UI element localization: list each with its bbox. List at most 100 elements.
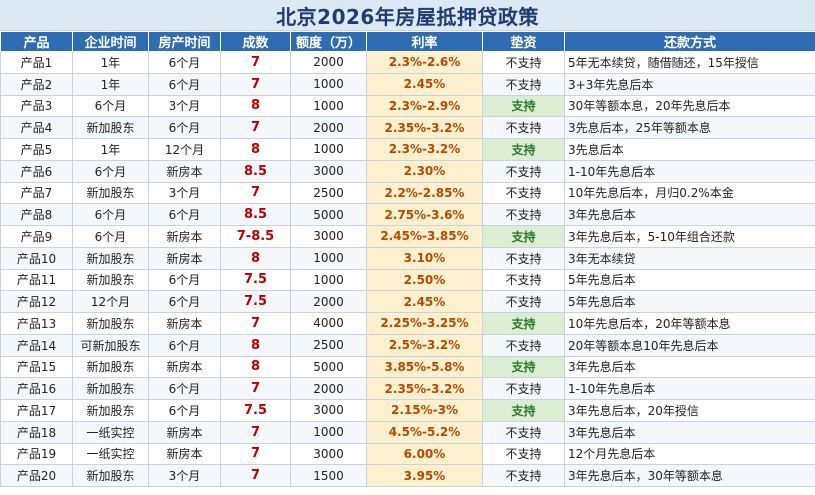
cell-ratio[interactable]: 7.5 <box>220 268 291 292</box>
table-row[interactable]: 产品6 6个月 新房本 8.5 3000 2.30% 不支持 1-10年先息后本 <box>0 159 815 183</box>
table-row[interactable]: 产品3 6个月 3个月 8 1000 2.3%-2.9% 支持 30年等额本息，20年先息后本 <box>0 94 815 118</box>
cell-repayment[interactable]: 3先息后本 <box>564 138 815 161</box>
cell-company-time[interactable]: 一纸实控 <box>72 420 149 444</box>
cell-ratio[interactable]: 8 <box>220 246 291 270</box>
table-row[interactable]: 产品14 可新加股东 6个月 8 2500 2.5%-3.2% 不支持 20年等额本息10年先… <box>0 333 815 357</box>
table-row[interactable]: 产品4 新加股东 6个月 7 2000 2.35%-3.2% 不支持 3先息后本，25年等额本… <box>0 116 815 139</box>
cell-company-time[interactable]: 新加股东 <box>72 464 149 487</box>
header-amount[interactable]: 额度（万） <box>290 31 367 52</box>
cell-property-time[interactable]: 新房本 <box>148 420 221 444</box>
cell-advance[interactable]: 不支持 <box>482 333 565 357</box>
cell-property-time[interactable]: 6个月 <box>148 333 221 357</box>
cell-amount[interactable]: 2000 <box>290 290 367 313</box>
cell-interest[interactable]: 2.45%-3.85% <box>366 225 483 248</box>
cell-ratio[interactable]: 7 <box>220 72 291 96</box>
cell-amount[interactable]: 1000 <box>290 246 367 270</box>
cell-ratio[interactable]: 7-8.5 <box>220 225 291 248</box>
cell-ratio[interactable]: 7.5 <box>220 290 291 313</box>
cell-repayment[interactable]: 5年先息后本 <box>564 268 815 292</box>
cell-advance[interactable]: 不支持 <box>482 290 565 313</box>
cell-company-time[interactable]: 新加股东 <box>72 399 149 422</box>
cell-ratio[interactable]: 7 <box>220 116 291 139</box>
cell-product[interactable]: 产品7 <box>0 181 73 205</box>
cell-product[interactable]: 产品6 <box>0 159 73 183</box>
cell-interest[interactable]: 2.30% <box>366 159 483 183</box>
table-row[interactable]: 产品11 新加股东 6个月 7.5 1000 2.50% 不支持 5年先息后本 <box>0 268 815 292</box>
cell-amount[interactable]: 3000 <box>290 159 367 183</box>
cell-repayment[interactable]: 12个月先息后本 <box>564 442 815 466</box>
cell-interest[interactable]: 2.75%-3.6% <box>366 203 483 226</box>
cell-ratio[interactable]: 7 <box>220 51 291 74</box>
cell-repayment[interactable]: 5年先息后本 <box>564 290 815 313</box>
cell-advance[interactable]: 不支持 <box>482 246 565 270</box>
cell-company-time[interactable]: 6个月 <box>72 159 149 183</box>
cell-property-time[interactable]: 6个月 <box>148 290 221 313</box>
cell-company-time[interactable]: 1年 <box>72 51 149 74</box>
cell-advance[interactable]: 支持 <box>482 355 565 379</box>
cell-ratio[interactable]: 7 <box>220 464 291 487</box>
table-row[interactable]: 产品16 新加股东 6个月 7 2000 2.35%-3.2% 不支持 1-10年先息后本 <box>0 377 815 400</box>
cell-property-time[interactable]: 6个月 <box>148 203 221 226</box>
cell-product[interactable]: 产品13 <box>0 312 73 335</box>
cell-property-time[interactable]: 6个月 <box>148 72 221 96</box>
cell-property-time[interactable]: 新房本 <box>148 246 221 270</box>
cell-ratio[interactable]: 8 <box>220 355 291 379</box>
cell-repayment[interactable]: 3先息后本，25年等额本息 <box>564 116 815 139</box>
cell-amount[interactable]: 1000 <box>290 138 367 161</box>
cell-company-time[interactable]: 新加股东 <box>72 116 149 139</box>
cell-ratio[interactable]: 7 <box>220 442 291 466</box>
cell-amount[interactable]: 1000 <box>290 72 367 96</box>
table-row[interactable]: 产品5 1年 12个月 8 1000 2.3%-3.2% 支持 3先息后本 <box>0 138 815 161</box>
cell-property-time[interactable]: 新房本 <box>148 355 221 379</box>
cell-amount[interactable]: 3000 <box>290 399 367 422</box>
cell-interest[interactable]: 3.95% <box>366 464 483 487</box>
cell-amount[interactable]: 5000 <box>290 203 367 226</box>
cell-company-time[interactable]: 新加股东 <box>72 181 149 205</box>
cell-ratio[interactable]: 8.5 <box>220 203 291 226</box>
cell-company-time[interactable]: 一纸实控 <box>72 442 149 466</box>
cell-property-time[interactable]: 3个月 <box>148 94 221 118</box>
cell-amount[interactable]: 2000 <box>290 377 367 400</box>
cell-ratio[interactable]: 7.5 <box>220 399 291 422</box>
cell-company-time[interactable]: 6个月 <box>72 203 149 226</box>
table-row[interactable]: 产品12 12个月 6个月 7.5 2000 2.45% 不支持 5年先息后本 <box>0 290 815 313</box>
header-interest[interactable]: 利率 <box>366 31 483 52</box>
cell-product[interactable]: 产品9 <box>0 225 73 248</box>
cell-interest[interactable]: 2.35%-3.2% <box>366 377 483 400</box>
cell-amount[interactable]: 2500 <box>290 181 367 205</box>
cell-ratio[interactable]: 7 <box>220 377 291 400</box>
cell-repayment[interactable]: 1-10年先息后本 <box>564 377 815 400</box>
cell-product[interactable]: 产品12 <box>0 290 73 313</box>
cell-repayment[interactable]: 3年先息后本 <box>564 355 815 379</box>
table-row[interactable]: 产品9 6个月 新房本 7-8.5 3000 2.45%-3.85% 支持 3年先息后本，5-… <box>0 225 815 248</box>
cell-property-time[interactable]: 新房本 <box>148 312 221 335</box>
cell-company-time[interactable]: 新加股东 <box>72 312 149 335</box>
table-row[interactable]: 产品8 6个月 6个月 8.5 5000 2.75%-3.6% 不支持 3年先息后本 <box>0 203 815 226</box>
cell-product[interactable]: 产品14 <box>0 333 73 357</box>
cell-advance[interactable]: 支持 <box>482 225 565 248</box>
cell-product[interactable]: 产品3 <box>0 94 73 118</box>
cell-product[interactable]: 产品10 <box>0 246 73 270</box>
cell-ratio[interactable]: 8 <box>220 333 291 357</box>
cell-interest[interactable]: 3.85%-5.8% <box>366 355 483 379</box>
cell-repayment[interactable]: 20年等额本息10年先息后本 <box>564 333 815 357</box>
cell-interest[interactable]: 4.5%-5.2% <box>366 420 483 444</box>
header-repayment[interactable]: 还款方式 <box>564 31 815 52</box>
cell-product[interactable]: 产品17 <box>0 399 73 422</box>
cell-ratio[interactable]: 8.5 <box>220 159 291 183</box>
cell-advance[interactable]: 不支持 <box>482 420 565 444</box>
cell-advance[interactable]: 不支持 <box>482 268 565 292</box>
cell-interest[interactable]: 2.3%-2.9% <box>366 94 483 118</box>
cell-company-time[interactable]: 新加股东 <box>72 355 149 379</box>
cell-interest[interactable]: 2.35%-3.2% <box>366 116 483 139</box>
cell-property-time[interactable]: 6个月 <box>148 268 221 292</box>
cell-amount[interactable]: 1000 <box>290 94 367 118</box>
cell-ratio[interactable]: 8 <box>220 94 291 118</box>
cell-interest[interactable]: 2.5%-3.2% <box>366 333 483 357</box>
cell-advance[interactable]: 不支持 <box>482 464 565 487</box>
cell-amount[interactable]: 2500 <box>290 333 367 357</box>
cell-repayment[interactable]: 3年先息后本，30年等额本息 <box>564 464 815 487</box>
cell-property-time[interactable]: 6个月 <box>148 116 221 139</box>
cell-property-time[interactable]: 3个月 <box>148 464 221 487</box>
cell-product[interactable]: 产品4 <box>0 116 73 139</box>
